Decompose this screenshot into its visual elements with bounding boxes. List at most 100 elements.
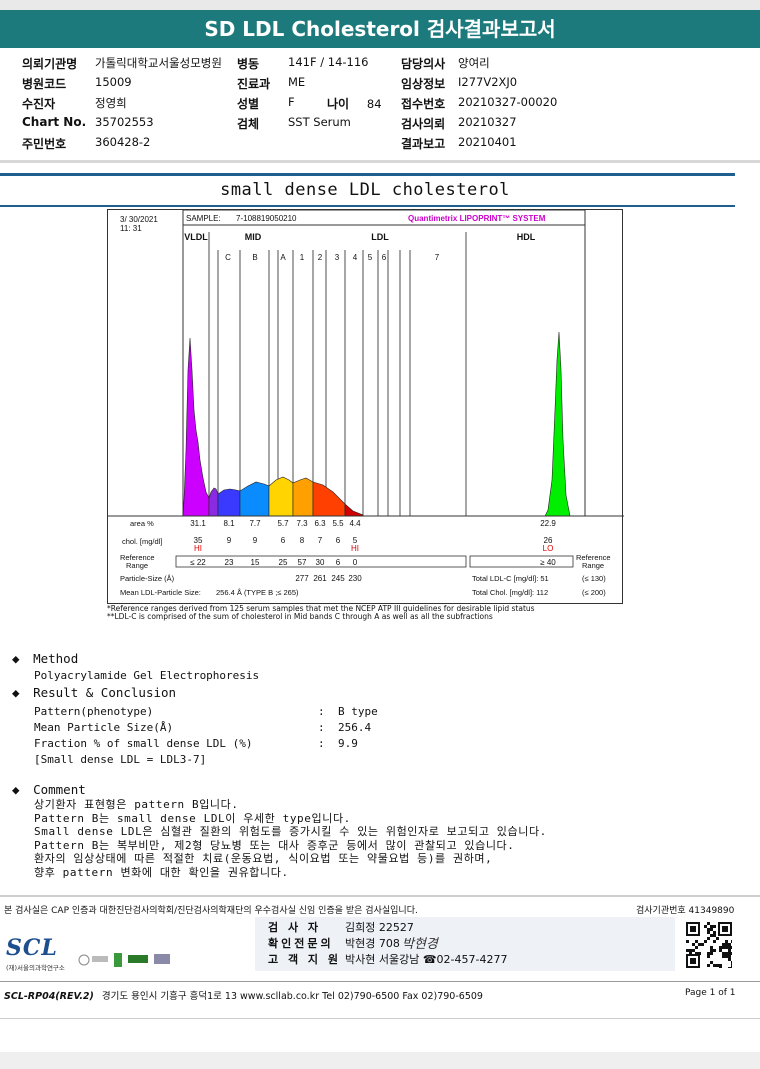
- qr-module: [731, 967, 734, 970]
- region-label: LDL: [371, 232, 389, 242]
- header-field: 검사의뢰: [401, 115, 445, 132]
- signer-name: 박사현 서울강남 ☎02-457-4277: [345, 953, 508, 966]
- header-field-value: 20210327: [458, 115, 517, 129]
- header-field: 병원코드: [22, 75, 66, 92]
- comment-line: 환자의 임상상태에 따른 적절한 치료(운동요법, 식이요법 또는 약물요법 등…: [34, 852, 493, 865]
- header-value: 360428-2: [95, 135, 151, 149]
- header-field-value: SST Serum: [288, 115, 351, 129]
- row-label-ref2: Range: [126, 561, 148, 570]
- brand: Quantimetrix LIPOPRINT™ SYSTEM: [408, 214, 546, 223]
- band-area: [208, 487, 219, 517]
- band-label: 2: [318, 253, 323, 262]
- qr-module: [707, 931, 710, 934]
- chart-time: 11: 31: [120, 224, 142, 233]
- qr-module: [728, 955, 731, 958]
- header-label: 담당의사: [401, 57, 446, 71]
- total-chol-ref: (≤ 200): [582, 588, 606, 597]
- report-title: SD LDL Cholesterol 검사결과보고서: [0, 10, 760, 48]
- qr-module: [701, 943, 704, 946]
- header-field: 담당의사: [401, 55, 445, 72]
- header-label: 의뢰기관명: [22, 57, 78, 71]
- header-field: 진료과: [237, 75, 270, 92]
- signer-name: 박현경 708: [345, 937, 400, 950]
- ref-value: ≤ 22: [190, 558, 206, 567]
- qr-module: [698, 943, 701, 946]
- particle-size-value: 245: [331, 574, 345, 583]
- signer-row: 확인전문의: [268, 935, 334, 951]
- header-label: 수진자: [22, 97, 56, 111]
- qr-module: [710, 928, 713, 931]
- chol-value: 35: [194, 536, 203, 545]
- area-value: 7.3: [296, 519, 308, 528]
- header-value: 15009: [95, 75, 132, 89]
- header-label: 검체: [237, 117, 260, 131]
- qr-module: [713, 949, 716, 952]
- signer-role: 확인전문의: [268, 937, 334, 950]
- qr-module: [719, 967, 722, 970]
- header-field-value: 20210327-00020: [458, 95, 557, 109]
- qr-module: [728, 943, 731, 946]
- qr-module: [719, 964, 722, 967]
- band-label: 5: [368, 253, 373, 262]
- bottom-strip: [0, 1052, 760, 1069]
- scl-logo-text: SCL: [6, 935, 58, 961]
- doc-title: small dense LDL cholesterol: [220, 180, 510, 200]
- result-colon: :: [318, 721, 325, 734]
- header-value: 정영희: [95, 96, 127, 110]
- qr-module: [722, 946, 725, 949]
- age-field: 나이 84: [327, 95, 382, 112]
- age-value: 84: [366, 97, 382, 111]
- qr-module: [692, 943, 695, 946]
- header-value: 20210327-00020: [458, 95, 558, 109]
- header-label: 주민번호: [22, 137, 67, 151]
- qr-module: [707, 964, 710, 967]
- region-label: VLDL: [184, 232, 208, 242]
- band-label: 7: [435, 253, 440, 262]
- band-label: C: [225, 253, 231, 262]
- method-heading: ◆ Method: [12, 651, 78, 666]
- chol-value: 9: [253, 536, 258, 545]
- qr-svg: [686, 922, 734, 970]
- chol-value: 6: [336, 536, 341, 545]
- qr-module: [695, 940, 698, 943]
- qr-module: [710, 934, 713, 937]
- result-item-value: 9.9: [338, 737, 358, 750]
- qr-module: [710, 949, 713, 952]
- qr-module: [716, 964, 719, 967]
- total-chol: Total Chol. [mg/dl]: 112: [472, 588, 548, 597]
- header-field: 의뢰기관명: [22, 55, 77, 72]
- signer-role: 고 객 지 원: [268, 953, 341, 966]
- qr-module: [692, 949, 695, 952]
- result-note: [Small dense LDL = LDL3-7]: [34, 753, 207, 766]
- ref-range-box: [175, 555, 467, 568]
- hdl-area: 22.9: [540, 519, 556, 528]
- band-label: B: [252, 253, 257, 262]
- area-value: 7.7: [249, 519, 261, 528]
- band-area: [292, 477, 314, 517]
- chol-value: 6: [281, 536, 286, 545]
- chart-date: 3/ 30/2021: [120, 215, 158, 224]
- band-area: [268, 476, 294, 517]
- header-label: 성별: [237, 97, 260, 111]
- band-area: [182, 337, 210, 517]
- comment-line: Pattern B는 복부비만, 제2형 당뇨병 또는 대사 증후군 등에서 많…: [34, 838, 515, 852]
- header-label: 병동: [237, 57, 260, 71]
- band-label: A: [280, 253, 286, 262]
- hdl-ref-side-label: Reference: [576, 553, 611, 562]
- header-field-value: 15009: [95, 75, 132, 89]
- footnote-1: *Reference ranges derived from 125 serum…: [107, 604, 535, 613]
- lipoprint-chart: 3/ 30/2021 11: 31 SAMPLE: 7-108819050210 Qua…: [107, 209, 624, 604]
- header-field: 수진자: [22, 95, 55, 112]
- header-value: 20210401: [458, 135, 517, 149]
- qr-module: [710, 952, 713, 955]
- row-label-particle: Particle-Size (Å): [120, 574, 175, 583]
- form-code: SCL-RP04(REV.2): [4, 991, 94, 1002]
- chol-value: 8: [300, 536, 305, 545]
- sample-id: 7-108819050210: [236, 214, 297, 223]
- method-text: Polyacrylamide Gel Electrophoresis: [34, 669, 260, 682]
- method-heading-text: Method: [33, 651, 79, 666]
- header-field-value: 20210401: [458, 135, 517, 149]
- band-label: 6: [382, 253, 387, 262]
- hdl-flag: LO: [543, 544, 554, 553]
- header-value: 35702553: [95, 115, 154, 129]
